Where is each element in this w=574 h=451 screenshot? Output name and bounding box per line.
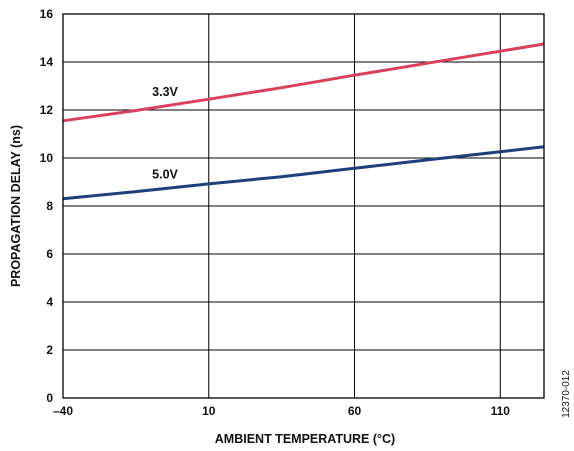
x-tick-label: 110 xyxy=(491,404,511,418)
y-tick-label: 12 xyxy=(40,103,54,117)
y-axis-title: PROPAGATION DELAY (ns) xyxy=(9,125,23,287)
figure-id: 12370-012 xyxy=(561,370,572,418)
y-tick-label: 16 xyxy=(40,7,54,21)
x-tick-label: –40 xyxy=(53,404,73,418)
x-tick-label: 60 xyxy=(348,404,362,418)
series-labels: 3.3V 5.0V xyxy=(152,85,178,182)
grid-lines xyxy=(63,14,544,398)
series-line-5-0V xyxy=(62,145,545,201)
y-axis-ticks: 0 2 4 6 8 10 12 14 16 xyxy=(40,7,54,405)
x-axis-ticks: –40 10 60 110 xyxy=(53,404,510,418)
series-lines xyxy=(62,42,545,201)
plot-area-frame xyxy=(62,13,545,399)
y-tick-label: 8 xyxy=(46,199,53,213)
y-tick-label: 2 xyxy=(46,343,53,357)
series-label: 5.0V xyxy=(152,168,178,182)
x-axis-title: AMBIENT TEMPERATURE (°C) xyxy=(215,432,395,446)
series-label: 3.3V xyxy=(152,85,178,99)
series-line-3-3V xyxy=(62,42,545,123)
y-tick-label: 4 xyxy=(46,295,53,309)
y-tick-label: 6 xyxy=(46,247,53,261)
y-tick-label: 0 xyxy=(46,391,53,405)
x-tick-label: 10 xyxy=(202,404,216,418)
y-tick-label: 10 xyxy=(40,151,54,165)
y-tick-label: 14 xyxy=(40,55,54,69)
